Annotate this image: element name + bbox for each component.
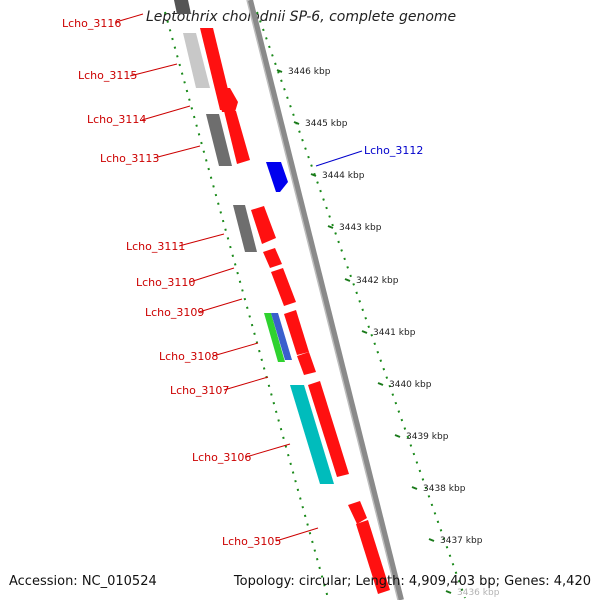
gene-feature[interactable]: [271, 268, 296, 306]
genome-backbone-shadow: [246, 0, 399, 600]
tick-label: 3436 kbp: [457, 588, 500, 598]
label-leader-line: [315, 150, 363, 167]
scale-ticks: 3446 kbp 3445 kbp 3444 kbp 3443 kbp 3442 kbp…: [276, 67, 500, 598]
gene-feature[interactable]: [183, 33, 210, 88]
gene-label[interactable]: Lcho_3109: [145, 306, 204, 319]
gene-feature[interactable]: [233, 205, 257, 252]
gene-feature[interactable]: [263, 248, 282, 268]
label-leader-line: [245, 443, 291, 458]
tick-label: 3445 kbp: [305, 119, 348, 129]
tick-mark: [411, 486, 418, 490]
tick-label: 3438 kbp: [423, 484, 466, 494]
gene-feature[interactable]: [348, 501, 367, 524]
track-border-inner: [164, 11, 329, 599]
gene-label[interactable]: Lcho_3107: [170, 384, 229, 397]
gene-label[interactable]: Lcho_3113: [100, 152, 159, 165]
label-leader-line: [141, 105, 191, 121]
tick-label: 3439 kbp: [406, 432, 449, 442]
gene-feature[interactable]: [284, 310, 309, 355]
tick-mark: [377, 382, 384, 386]
gene-feature[interactable]: [356, 520, 390, 594]
gene-feature[interactable]: [266, 162, 288, 192]
map-title: Leptothrix cholodnii SP-6, complete geno…: [146, 9, 457, 25]
tick-label: 3442 kbp: [356, 276, 399, 286]
gene-feature[interactable]: [174, 0, 191, 14]
tick-mark: [428, 538, 435, 542]
tick-label: 3440 kbp: [389, 380, 432, 390]
label-leader-line: [153, 145, 201, 159]
label-leader-line: [275, 527, 319, 542]
gene-label[interactable]: Lcho_3116: [62, 17, 121, 30]
tick-mark: [361, 330, 368, 334]
gene-label[interactable]: Lcho_3110: [136, 276, 195, 289]
gene-label[interactable]: Lcho_3106: [192, 451, 251, 464]
forward-genes: [200, 28, 390, 594]
label-leader-line: [198, 298, 243, 313]
tick-mark: [327, 225, 334, 229]
label-leader-line: [212, 342, 259, 357]
gene-feature[interactable]: [217, 88, 238, 112]
gene-feature[interactable]: [308, 381, 349, 477]
tick-label: 3441 kbp: [373, 328, 416, 338]
tick-mark: [344, 278, 351, 282]
gene-feature[interactable]: [264, 313, 285, 362]
gene-feature[interactable]: [224, 111, 250, 164]
gene-feature[interactable]: [271, 313, 292, 360]
tick-label: 3443 kbp: [339, 223, 382, 233]
gene-feature[interactable]: [290, 385, 334, 484]
tick-mark: [445, 590, 452, 594]
gene-feature[interactable]: [206, 114, 232, 166]
label-leader-line: [178, 233, 225, 247]
tick-mark: [394, 434, 401, 438]
label-leader-line: [129, 63, 178, 77]
label-leader-line: [189, 267, 235, 283]
tick-label: 3437 kbp: [440, 536, 483, 546]
gene-feature[interactable]: [297, 352, 316, 375]
genome-backbone: [247, 0, 404, 600]
accession-text: Accession: NC_010524: [9, 574, 157, 589]
label-leader-line: [115, 13, 144, 23]
genome-summary: Topology: circular; Length: 4,909,403 bp…: [233, 574, 591, 589]
tick-label: 3446 kbp: [288, 67, 331, 77]
gene-label[interactable]: Lcho_3105: [222, 535, 281, 548]
gene-label[interactable]: Lcho_3115: [78, 69, 137, 82]
reverse-genes: [174, 0, 334, 484]
tick-mark: [276, 69, 283, 73]
label-leader-line: [223, 376, 269, 391]
tick-mark: [293, 121, 300, 125]
gene-label[interactable]: Lcho_3114: [87, 113, 146, 126]
gene-label[interactable]: Lcho_3108: [159, 350, 218, 363]
tick-mark: [310, 173, 317, 177]
gene-label[interactable]: Lcho_3111: [126, 240, 185, 253]
gene-label[interactable]: Lcho_3112: [364, 144, 423, 157]
gene-labels: Lcho_3116 Lcho_3115 Lcho_3114 Lcho_3113 Lcho…: [62, 13, 423, 548]
gene-feature[interactable]: [251, 206, 276, 244]
tick-label: 3444 kbp: [322, 171, 365, 181]
